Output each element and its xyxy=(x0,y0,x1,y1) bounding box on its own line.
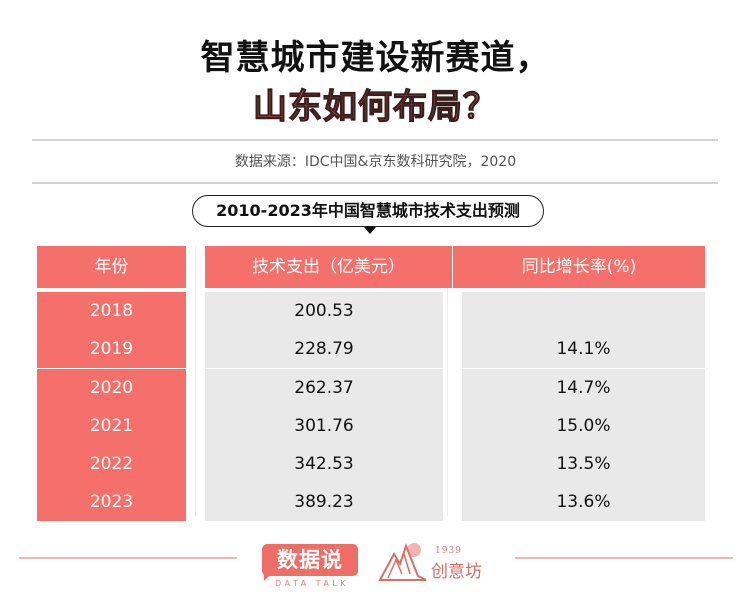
footer-divider-left xyxy=(19,557,237,559)
spend-cell: 228.79 xyxy=(205,330,443,368)
spend-cell: 262.37 xyxy=(205,369,443,407)
spend-cell: 200.53 xyxy=(205,292,443,330)
pill-pointer-icon xyxy=(364,227,376,234)
page-title-line2: 山东如何布局？ xyxy=(252,86,498,127)
year-cell: 2020 xyxy=(37,369,186,407)
growth-cell: 14.7% xyxy=(462,369,705,407)
speech-bubble-tail-icon xyxy=(264,573,272,581)
growth-cell xyxy=(462,292,705,330)
mountain-logo-icon xyxy=(378,543,427,581)
spend-cell: 389.23 xyxy=(205,483,443,521)
year-cell: 2023 xyxy=(37,483,186,521)
column-separator xyxy=(195,246,196,516)
data-talk-logo-subtitle: DATA TALK xyxy=(274,579,350,588)
divider-top xyxy=(32,139,718,141)
data-talk-logo: 数据说 xyxy=(262,544,358,576)
year-cell: 2021 xyxy=(37,407,186,445)
column-header-year: 年份 xyxy=(37,246,186,288)
year-cell: 2019 xyxy=(37,330,186,368)
spend-cell: 301.76 xyxy=(205,407,443,445)
spend-cell: 342.53 xyxy=(205,445,443,483)
footer-divider-right xyxy=(515,557,733,559)
growth-cell: 13.5% xyxy=(462,445,705,483)
page-title-line1: 智慧城市建设新赛道， xyxy=(200,38,551,78)
growth-cell: 15.0% xyxy=(462,407,705,445)
table-title-pill: 2010-2023年中国智慧城市技术支出预测 xyxy=(192,195,544,227)
growth-cell: 13.6% xyxy=(462,483,705,521)
divider-bottom xyxy=(32,182,718,184)
column-header-spend: 技术支出（亿美元） xyxy=(205,246,452,288)
column-header-growth: 同比增长率(%) xyxy=(453,246,705,288)
year-cell: 2018 xyxy=(37,292,186,330)
source-note: 数据来源：IDC中国&京东数科研究院，2020 xyxy=(234,154,517,170)
year-cell: 2022 xyxy=(37,445,186,483)
logo-year: 1939 xyxy=(435,546,462,556)
growth-cell: 14.1% xyxy=(462,330,705,368)
column-separator xyxy=(447,288,448,516)
creative-workshop-logo: 创意坊 xyxy=(431,562,482,582)
